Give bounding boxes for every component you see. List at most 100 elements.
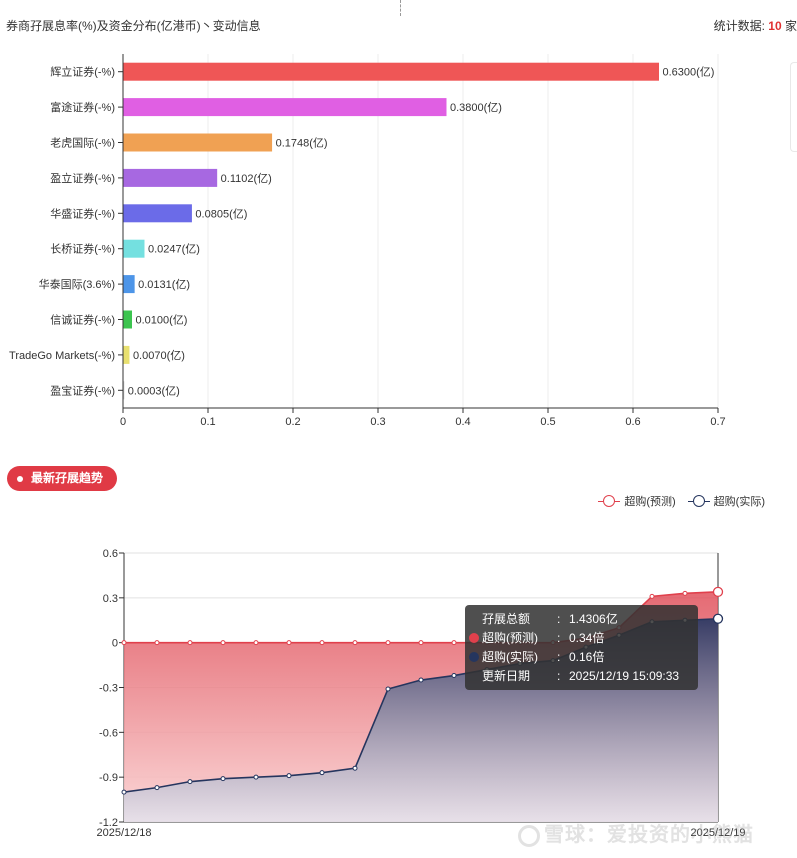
stats-label: 统计数据: <box>713 19 769 33</box>
data-point <box>418 640 424 646</box>
data-point <box>319 640 325 646</box>
y-tick-label: -1.2 <box>99 817 118 829</box>
tooltip-value: 2025/12/19 15:09:33 <box>569 669 680 683</box>
y-tick-label: -0.9 <box>99 772 118 784</box>
bar <box>123 239 145 258</box>
bar <box>123 98 447 117</box>
category-label: TradeGo Markets(-%) <box>9 350 115 362</box>
data-point <box>154 640 160 646</box>
x-start-label: 2025/12/18 <box>96 827 151 839</box>
legend-item-actual[interactable]: 超购(实际) <box>687 493 765 509</box>
legend-line-circle-icon <box>687 495 710 507</box>
category-label: 盈立证券(-%) <box>50 171 115 185</box>
x-tick-label: 0.2 <box>285 416 300 428</box>
xueqiu-logo-icon <box>518 824 540 847</box>
data-point <box>253 774 259 780</box>
data-point <box>319 770 325 776</box>
bar-value-label: 0.0070(亿) <box>133 349 185 362</box>
data-point <box>187 640 193 646</box>
stats-summary: 统计数据: 10 家 <box>714 17 797 34</box>
tooltip-value: 1.4306亿 <box>569 612 618 626</box>
data-point <box>649 593 655 599</box>
bar <box>123 62 659 81</box>
bar <box>123 345 130 364</box>
bar-value-label: 0.3800(亿) <box>450 101 502 114</box>
broker-bar-chart: 0 0.1 0.2 0.3 0.4 0.5 0.6 0.7 辉立证券(-%) 0.6300(亿) 富… <box>9 54 726 428</box>
category-label: 华泰国际(3.6%) <box>39 277 115 291</box>
data-point <box>220 776 226 782</box>
watermark-text: 雪球：爱投资的小熊猫 <box>544 824 754 846</box>
category-label: 老虎国际(-%) <box>50 137 115 150</box>
category-label: 辉立证券(-%) <box>50 65 115 79</box>
side-panel-edge <box>790 62 797 152</box>
y-tick-label: -0.3 <box>99 683 118 695</box>
x-tick-label: 0.6 <box>625 416 640 428</box>
bar-value-label: 0.0131(亿) <box>138 278 190 291</box>
stats-count: 10 <box>768 19 782 33</box>
top-divider <box>400 0 401 16</box>
tooltip-panel: 孖展总额:1.4306亿 超购(预测):0.34倍 超购(实际):0.16倍 更… <box>465 605 698 690</box>
x-tick-label: 0.3 <box>370 416 385 428</box>
stats-unit: 家 <box>781 19 797 33</box>
watermark: 雪球：爱投资的小熊猫 <box>518 818 754 847</box>
x-tick-label: 0 <box>120 416 126 428</box>
bar-value-label: 0.0247(亿) <box>148 243 200 256</box>
trend-badge[interactable]: 最新孖展趋势 <box>7 466 118 491</box>
legend-line-circle-icon <box>598 495 621 507</box>
data-point <box>154 785 160 791</box>
data-point <box>121 789 127 795</box>
legend-item-forecast[interactable]: 超购(预测) <box>598 493 676 509</box>
y-tick-label: 0.3 <box>103 593 118 605</box>
category-label: 长桥证券(-%) <box>50 242 115 256</box>
tooltip-label: 超购(实际) <box>482 650 538 664</box>
bar <box>123 275 135 294</box>
x-tick-label: 0.1 <box>200 416 215 428</box>
data-point <box>352 640 358 646</box>
data-point <box>121 640 127 646</box>
data-point <box>385 640 391 646</box>
bar-value-label: 0.0100(亿) <box>136 314 188 327</box>
data-point <box>682 590 688 596</box>
data-point <box>451 673 457 679</box>
page-title: 券商孖展息率(%)及资金分布(亿港币)丶变动信息 <box>6 19 261 33</box>
legend-label: 超购(实际) <box>713 496 765 508</box>
bar <box>123 310 132 329</box>
chart-header: 券商孖展息率(%)及资金分布(亿港币)丶变动信息 统计数据: 10 家 <box>0 0 797 40</box>
bar <box>123 204 192 223</box>
data-point <box>712 613 724 624</box>
tooltip-label: 更新日期 <box>482 669 531 683</box>
category-label: 富途证券(-%) <box>50 100 115 114</box>
x-tick-label: 0.5 <box>540 416 555 428</box>
category-label: 华盛证券(-%) <box>50 206 115 220</box>
bar-value-label: 0.1102(亿) <box>221 172 272 185</box>
series-dot-icon <box>469 652 479 662</box>
series-dot-icon <box>469 633 479 643</box>
bar-value-label: 0.0003(亿) <box>128 384 180 397</box>
bar-value-label: 0.6300(亿) <box>663 66 715 79</box>
data-point <box>451 640 457 646</box>
tooltip-label: 超购(预测) <box>482 631 538 645</box>
data-point <box>220 640 226 646</box>
x-tick-label: 0.7 <box>710 416 725 428</box>
data-point <box>385 686 391 692</box>
y-tick-label: 0 <box>112 638 118 650</box>
trend-badge-label: 最新孖展趋势 <box>31 471 104 485</box>
data-point <box>418 677 424 683</box>
legend-label: 超购(预测) <box>624 496 676 508</box>
data-point <box>253 640 259 646</box>
bar <box>123 133 273 152</box>
bar <box>123 381 125 400</box>
category-label: 信诚证券(-%) <box>50 313 115 327</box>
badge-dot-icon <box>17 475 23 482</box>
tooltip-value: 0.16倍 <box>569 650 605 664</box>
category-label: 盈宝证券(-%) <box>50 383 115 397</box>
y-tick-label: -0.6 <box>99 727 118 739</box>
tooltip-label: 孖展总额 <box>482 612 531 626</box>
data-point <box>712 586 724 598</box>
x-end-label: 2025/12/19 <box>690 827 745 839</box>
trend-legend: 超购(预测) 超购(实际) <box>598 493 765 509</box>
bar-value-label: 0.0805(亿) <box>195 207 247 220</box>
data-point <box>286 773 292 779</box>
tooltip-value: 0.34倍 <box>569 631 605 645</box>
y-tick-label: 0.6 <box>103 548 118 560</box>
